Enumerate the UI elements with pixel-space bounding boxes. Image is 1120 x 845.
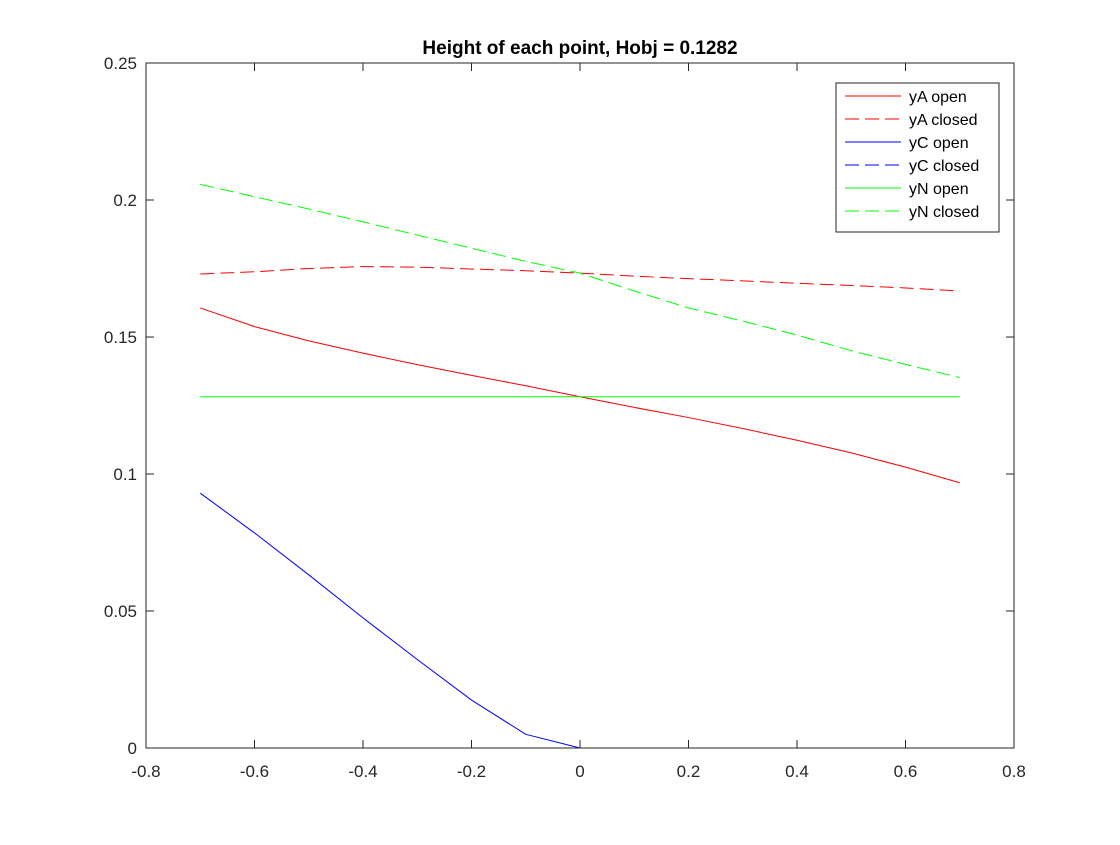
y-tick-label: 0.1 <box>113 465 137 484</box>
x-tick-label: 0.6 <box>894 762 918 781</box>
x-tick-label: -0.2 <box>457 762 486 781</box>
y-tick-label: 0.15 <box>104 328 137 347</box>
y-tick-label: 0.05 <box>104 602 137 621</box>
x-tick-label: 0 <box>575 762 584 781</box>
x-tick-label: -0.8 <box>131 762 160 781</box>
chart-title: Height of each point, Hobj = 0.1282 <box>422 38 737 59</box>
legend-label: yC closed <box>909 158 979 175</box>
x-tick-label: -0.4 <box>348 762 377 781</box>
legend-label: yN closed <box>909 204 979 221</box>
legend-box <box>835 82 1000 233</box>
legend: yA open yA closed yC open yC closed yN open y… <box>835 82 1000 233</box>
legend-label: yA open <box>909 89 967 106</box>
x-tick-label: 0.2 <box>677 762 701 781</box>
axes: -0.8 -0.6 -0.4 -0.2 0 0.2 0.4 0.6 0.8 0 0.05 0.1 0.1… <box>104 54 1026 781</box>
y-tick-label: 0 <box>128 739 137 758</box>
x-tick-label: 0.8 <box>1002 762 1026 781</box>
legend-label: yA closed <box>909 112 977 129</box>
y-tick-label: 0.2 <box>113 191 137 210</box>
legend-label: yC open <box>909 135 969 152</box>
series-line-yn-closed <box>200 183 960 379</box>
y-tick-label: 0.25 <box>104 54 137 73</box>
legend-label: yN open <box>909 181 969 198</box>
x-tick-label: -0.6 <box>240 762 269 781</box>
x-tick-label: 0.4 <box>785 762 809 781</box>
